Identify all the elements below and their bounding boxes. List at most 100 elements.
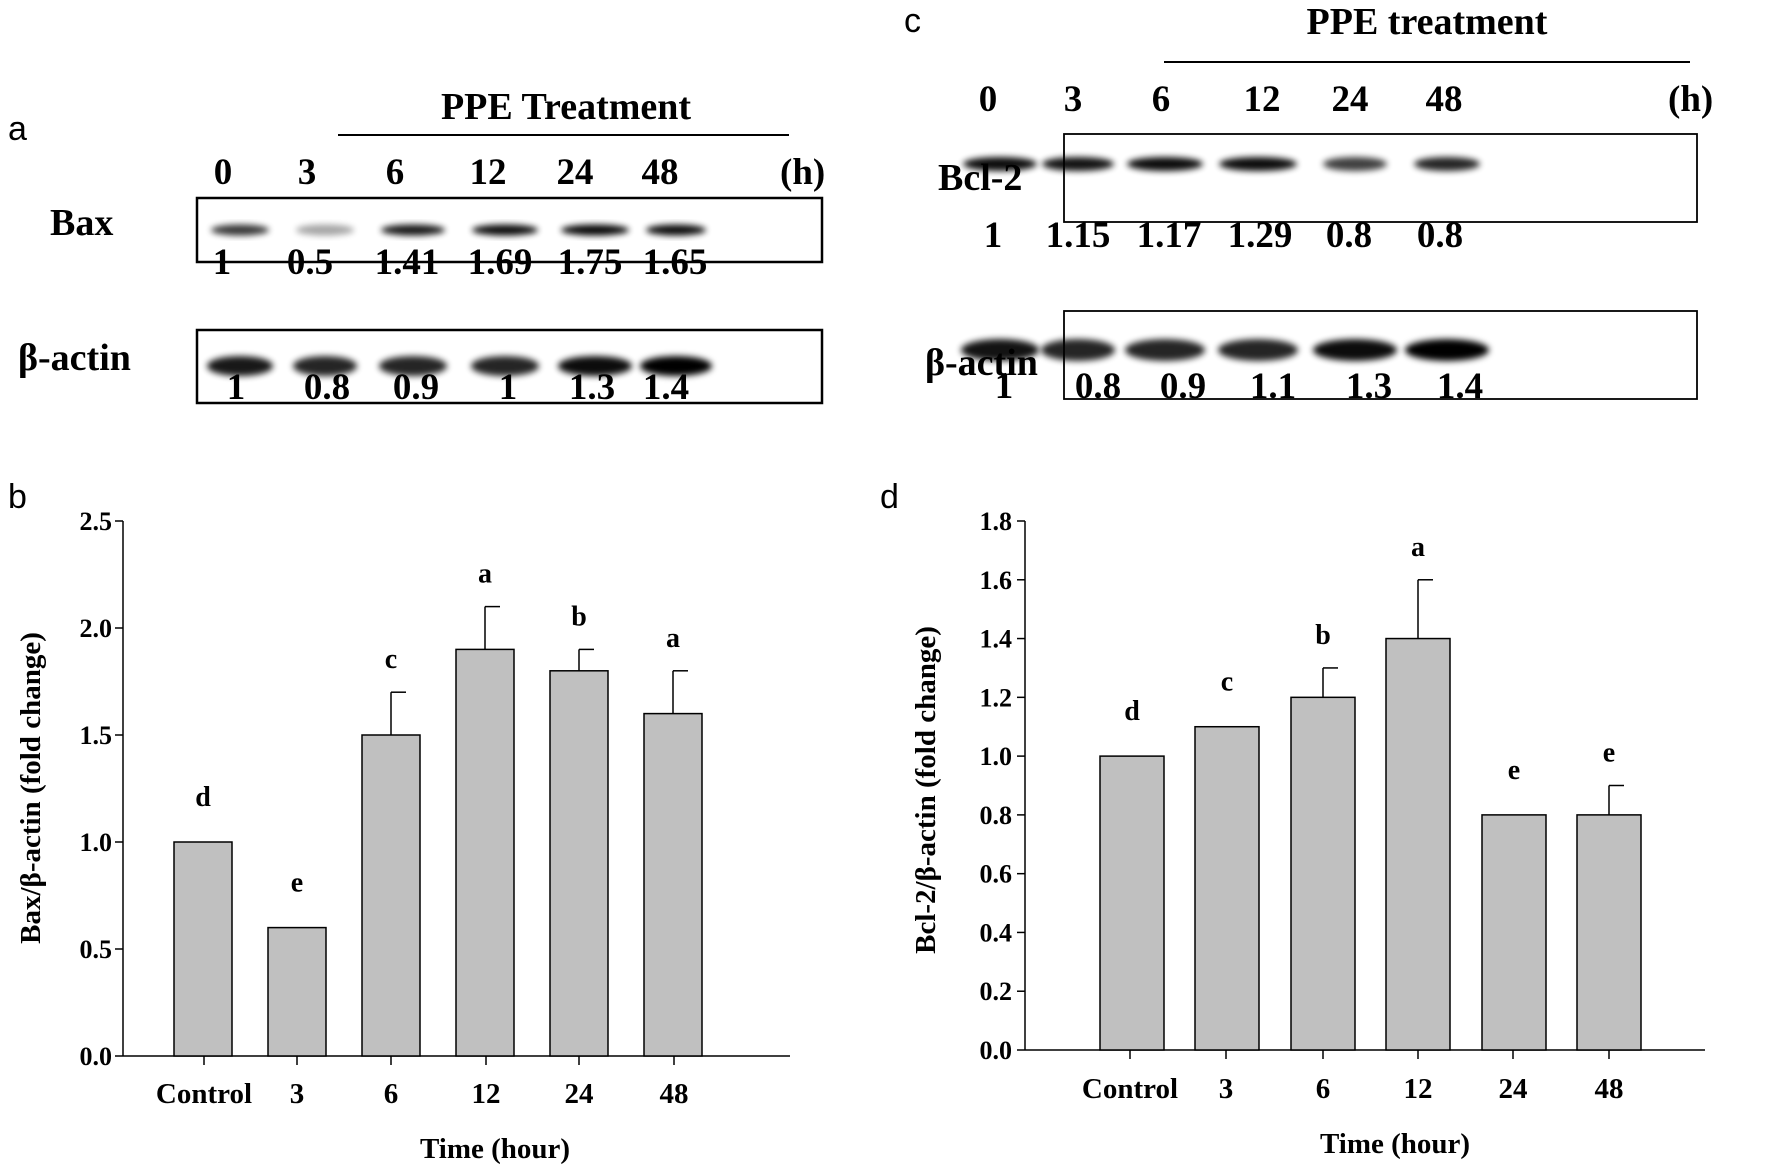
- blot-band: [207, 356, 273, 376]
- quant-value: 1: [227, 367, 246, 408]
- quant-values-actin-a: 1 0.8 0.9 1 1.3 1.4: [227, 367, 689, 408]
- x-axis-label-b: Time (hour): [420, 1133, 570, 1165]
- significance-letter: e: [1508, 755, 1520, 786]
- y-tick-label: 2.0: [80, 614, 113, 643]
- bars-d: d c b a e e: [1099, 532, 1642, 1051]
- lane-labels-c: 0 3 6 12 24 48: [979, 79, 1463, 120]
- y-tick-label: 0.2: [980, 977, 1013, 1006]
- quant-value: 1.41: [375, 242, 440, 283]
- blot-band: [1042, 157, 1114, 171]
- bar-chart-bax: 0.0 0.5 1.0 1.5 2.0 2.5 d e c a b a Control 3 6 12 24 4…: [15, 507, 790, 1165]
- x-tick-label: Control: [156, 1078, 252, 1110]
- x-ticks-d: Control 3 6 12 24 48: [1082, 1050, 1624, 1105]
- y-tick-label: 1.0: [80, 828, 113, 857]
- bar: [361, 734, 421, 1057]
- unit-label-a: (h): [780, 152, 825, 193]
- y-tick-label: 1.4: [980, 625, 1013, 654]
- x-tick-label: 12: [1404, 1073, 1433, 1105]
- quant-value: 1.3: [1346, 366, 1392, 407]
- y-tick-label: 0.5: [80, 935, 113, 964]
- lane-labels-a: 0 3 6 12 24 48: [214, 152, 679, 193]
- bar: [1194, 725, 1260, 1051]
- y-tick-label: 0.6: [980, 860, 1013, 889]
- blot-band: [1041, 339, 1115, 361]
- x-tick-label: 48: [660, 1078, 689, 1110]
- y-axis-label-d: Bcl-2/β-actin (fold change): [910, 626, 942, 954]
- lane-label: 3: [298, 152, 317, 193]
- y-tick-label: 2.5: [80, 507, 113, 536]
- bar: [267, 926, 327, 1057]
- y-tick-label: 1.8: [980, 507, 1013, 536]
- bar: [1290, 696, 1356, 1051]
- quant-value: 1.15: [1046, 215, 1111, 256]
- western-blot-bax: PPE Treatment 0 3 6 12 24 48 (h) Bax 1 0.5 1.41…: [18, 86, 825, 408]
- treatment-label-a: PPE Treatment: [441, 86, 691, 128]
- quant-value: 1.3: [569, 367, 615, 408]
- blot-band: [561, 224, 629, 236]
- bands-bcl2: [963, 157, 1480, 171]
- blot-band: [1125, 339, 1205, 361]
- quant-value: 0.9: [393, 367, 439, 408]
- treatment-label-c: PPE treatment: [1307, 1, 1548, 43]
- quant-values-actin-c: 1 0.8 0.9 1.1 1.3 1.4: [995, 366, 1483, 407]
- quant-value: 1.4: [643, 367, 689, 408]
- y-ticks-b: 0.0 0.5 1.0 1.5 2.0 2.5: [80, 507, 123, 1071]
- blot-band: [293, 356, 357, 376]
- y-tick-label: 0.0: [80, 1042, 113, 1071]
- significance-letter: c: [1221, 667, 1233, 698]
- lane-label: 3: [1064, 79, 1083, 120]
- quant-value: 0.9: [1160, 366, 1206, 407]
- blot-band: [381, 224, 445, 236]
- significance-letter: d: [195, 782, 211, 813]
- significance-letter: b: [571, 601, 587, 632]
- blot-band: [1313, 339, 1397, 361]
- y-tick-label: 1.2: [980, 683, 1013, 712]
- blot-band: [1218, 339, 1298, 361]
- quant-value: 1: [499, 367, 518, 408]
- quant-value: 1.69: [468, 242, 533, 283]
- lane-label: 6: [386, 152, 405, 193]
- bands-actin-c: [961, 339, 1489, 361]
- x-tick-label: 6: [384, 1078, 399, 1110]
- blot-band: [961, 339, 1039, 361]
- quant-value: 0.8: [1417, 215, 1463, 256]
- bar: [643, 712, 703, 1057]
- significance-letter: d: [1124, 696, 1140, 727]
- bar: [1099, 755, 1165, 1051]
- blot-band: [963, 157, 1037, 171]
- lane-label: 24: [557, 152, 594, 193]
- lane-label: 0: [214, 152, 233, 193]
- x-tick-label: 3: [1219, 1073, 1234, 1105]
- x-tick-label: 12: [472, 1078, 501, 1110]
- blot-band: [379, 356, 447, 376]
- y-tick-label: 0.8: [980, 801, 1013, 830]
- lane-label: 0: [979, 79, 998, 120]
- bar-chart-bcl2: 0.0 0.2 0.4 0.6 0.8 1.0 1.2 1.4 1.6 1.8 d c b a e e Co…: [910, 507, 1705, 1160]
- panel-letter-b: b: [8, 478, 27, 516]
- significance-letter: b: [1315, 620, 1331, 651]
- x-tick-label: 48: [1595, 1073, 1624, 1105]
- blot-band: [1414, 157, 1480, 171]
- blot-band: [1127, 157, 1203, 171]
- y-tick-label: 1.6: [980, 566, 1013, 595]
- blot-band: [646, 224, 706, 236]
- x-axis-label-d: Time (hour): [1320, 1128, 1470, 1160]
- x-tick-label: Control: [1082, 1073, 1178, 1105]
- quant-value: 1.1: [1250, 366, 1296, 407]
- y-ticks-d: 0.0 0.2 0.4 0.6 0.8 1.0 1.2 1.4 1.6 1.8: [980, 507, 1025, 1065]
- quant-value: 0.8: [1075, 366, 1121, 407]
- panel-letter-a: a: [8, 110, 27, 148]
- quant-values-bax: 1 0.5 1.41 1.69 1.75 1.65: [213, 242, 708, 283]
- significance-letter: c: [385, 644, 397, 675]
- blot-band: [1219, 157, 1297, 171]
- bar: [1576, 814, 1642, 1051]
- blot-band: [471, 356, 539, 376]
- bar: [549, 670, 609, 1057]
- panel-letter-c: c: [904, 2, 921, 40]
- significance-letter: a: [478, 559, 492, 590]
- significance-letter: a: [1411, 532, 1425, 563]
- blot-box-bcl2: [1063, 133, 1698, 223]
- quant-value: 1: [984, 215, 1003, 256]
- quant-value: 1: [213, 242, 232, 283]
- quant-value: 0.8: [304, 367, 350, 408]
